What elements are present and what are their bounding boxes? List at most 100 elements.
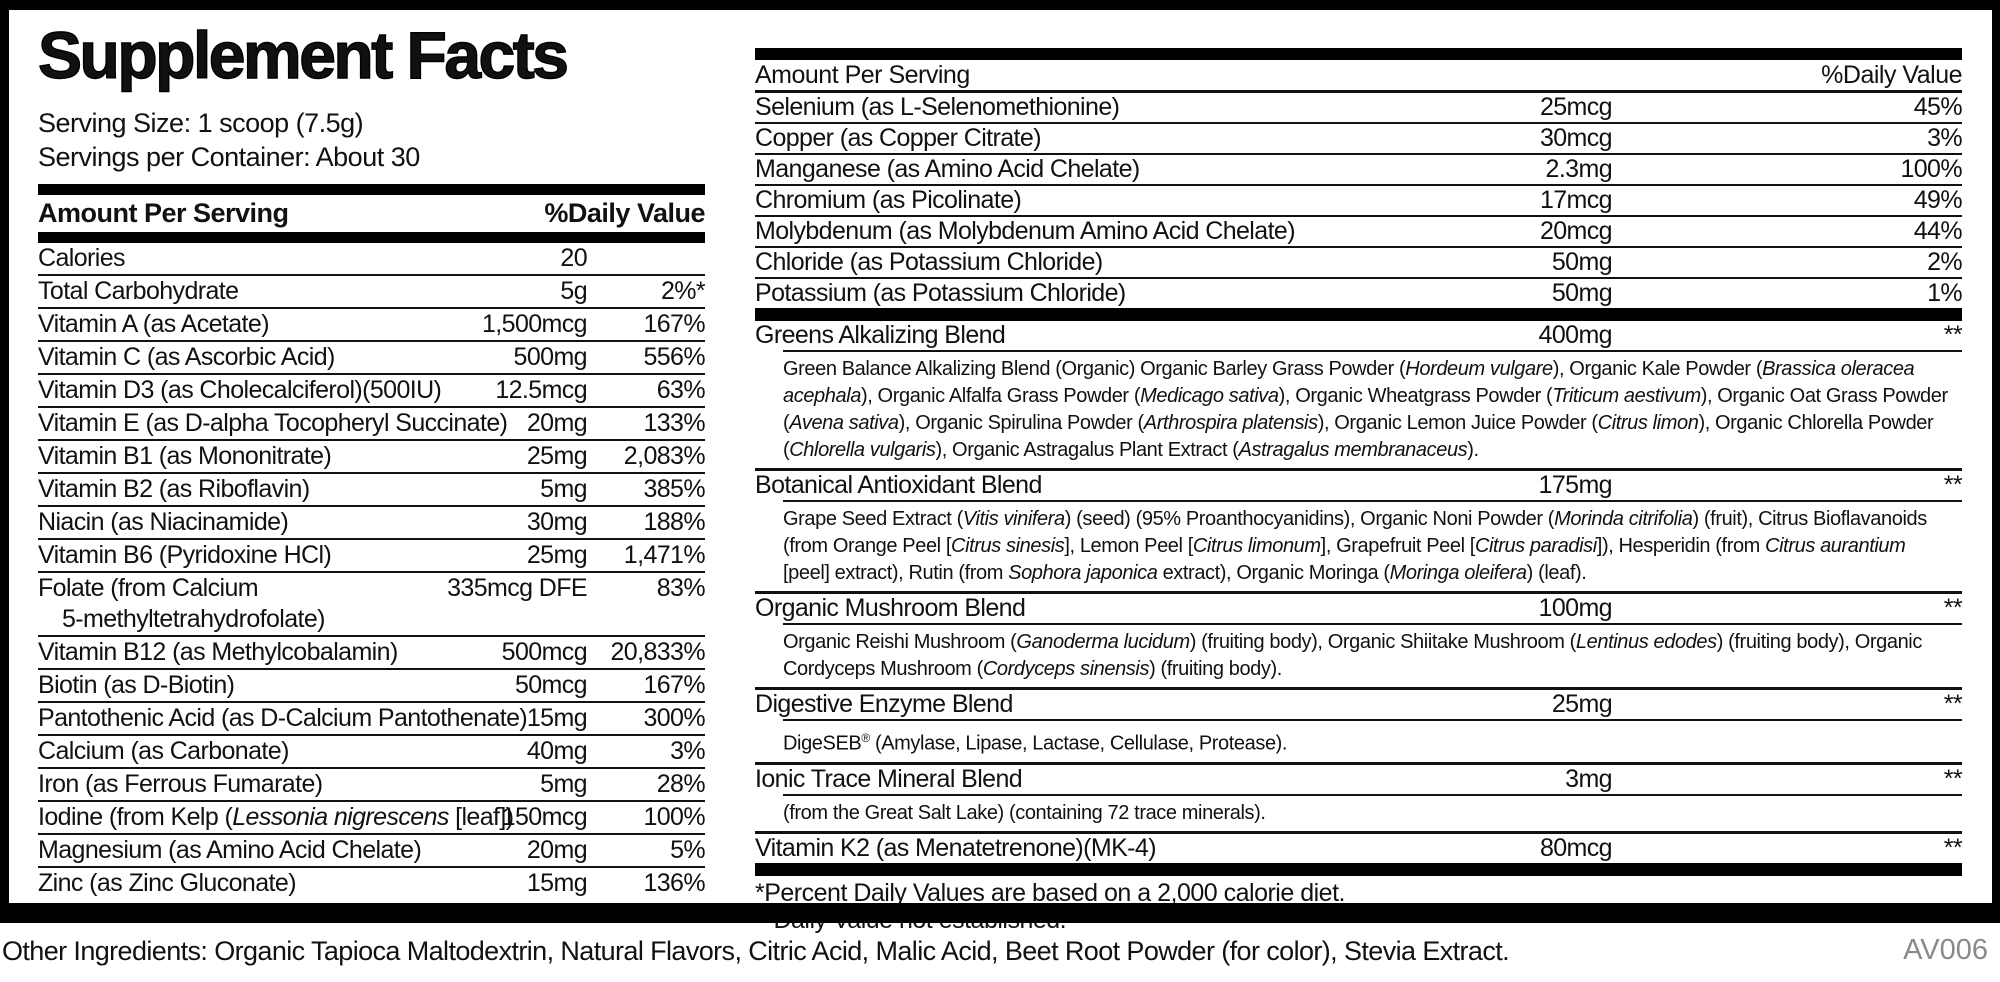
text-segment: Vitamin B6 (Pyridoxine HCl) xyxy=(38,541,332,569)
species-name: Hordeum vulgare xyxy=(1405,358,1553,380)
table-row: Vitamin K2 (as Menatetrenone)(MK-4) 80mcg… xyxy=(755,833,1963,863)
blend-section: Ionic Trace Mineral Blend 3mg ** (from the … xyxy=(755,764,1963,834)
divider xyxy=(783,623,1962,625)
ingredient-name: Selenium (as L-Selenomethionine) xyxy=(755,93,1962,122)
ingredient-amount: 20 xyxy=(560,244,587,272)
ingredient-daily-value: 100% xyxy=(643,803,705,831)
ingredient-daily-value: 133% xyxy=(643,409,705,437)
ingredient-name: Vitamin B12 (as Methylcobalamin) xyxy=(38,637,705,668)
species-name: Astragalus membranaceus xyxy=(1238,439,1468,461)
table-row: Ionic Trace Mineral Blend 3mg ** xyxy=(755,764,1963,794)
ingredient-daily-value: 20,833% xyxy=(610,638,706,666)
text-segment: ) (fruiting body), Organic Shiitake Mush… xyxy=(1189,631,1577,653)
ingredient-amount: 5g xyxy=(560,277,587,305)
text-segment: Niacin (as Niacinamide) xyxy=(38,508,289,536)
divider xyxy=(783,350,1962,352)
ingredient-amount: 1,500mcg xyxy=(482,310,588,338)
ingredient-amount: 335mcg DFE xyxy=(447,574,587,602)
ingredient-daily-value: ** xyxy=(1943,690,1963,718)
ingredient-amount: 3mg xyxy=(1565,764,1612,793)
text-segment: Potassium (as Potassium Chloride) xyxy=(755,279,1126,307)
table-row: Copper (as Copper Citrate) 30mcg 3% xyxy=(755,124,1963,155)
ingredient-amount: 50mg xyxy=(1551,248,1613,276)
species-name: Citrus aurantium xyxy=(1765,535,1906,557)
divider xyxy=(783,719,1962,721)
text-segment: ), Organic Spirulina Powder ( xyxy=(898,412,1145,434)
ingredient-amount: 17mcg xyxy=(1539,186,1613,214)
ingredient-amount: 25mg xyxy=(526,541,588,569)
right-column: Amount Per Serving %Daily Value Selenium… xyxy=(755,48,1963,934)
text-segment: ). xyxy=(1467,439,1479,461)
divider xyxy=(755,468,1962,471)
text-segment: Botanical Antioxidant Blend xyxy=(755,471,1042,499)
text-segment: Selenium (as L-Selenomethionine) xyxy=(755,93,1120,121)
ingredient-name: Copper (as Copper Citrate) xyxy=(755,124,1962,153)
blend-description: Green Balance Alkalizing Blend (Organic)… xyxy=(755,352,1962,468)
ingredient-amount: 150mcg xyxy=(501,803,588,831)
ingredient-daily-value: 1,471% xyxy=(623,541,706,569)
ingredient-name: Chromium (as Picolinate) xyxy=(755,186,1962,215)
ingredient-daily-value: 188% xyxy=(643,508,705,536)
ingredient-amount: 30mg xyxy=(526,508,588,536)
text-segment: Total Carbohydrate xyxy=(38,277,239,305)
table-row: Manganese (as Amino Acid Chelate) 2.3mg 10… xyxy=(755,155,1963,186)
divider xyxy=(755,761,1962,765)
ingredient-daily-value: 3% xyxy=(670,737,706,765)
divider xyxy=(38,184,705,195)
ingredient-name: Vitamin B1 (as Mononitrate) xyxy=(38,441,705,472)
footnote-daily-values: *Percent Daily Values are based on a 2,0… xyxy=(755,878,1345,907)
panel-border-bottom xyxy=(0,903,2000,923)
text-segment: Organic Reishi Mushroom ( xyxy=(783,631,1017,653)
table-row: Selenium (as L-Selenomethionine) 25mcg 45% xyxy=(755,93,1963,124)
table-row: Molybdenum (as Molybdenum Amino Acid Che… xyxy=(755,217,1963,248)
divider xyxy=(755,90,1962,93)
left-table-header: Amount Per Serving %Daily Value xyxy=(38,195,705,232)
ingredient-name: Niacin (as Niacinamide) xyxy=(38,507,705,538)
ingredient-name: Organic Mushroom Blend xyxy=(755,594,1962,623)
table-row: Vitamin B1 (as Mononitrate) 25mg 2,083% xyxy=(38,441,706,474)
ingredient-daily-value: ** xyxy=(1943,764,1963,793)
divider xyxy=(783,793,1962,796)
table-row: Vitamin B6 (Pyridoxine HCl) 25mg 1,471% xyxy=(38,540,706,573)
text-segment: (Amylase, Lipase, Lactase, Cellulase, Pr… xyxy=(869,732,1288,755)
species-name: Lessonia nigrescens xyxy=(232,803,449,831)
text-segment: Calcium (as Carbonate) xyxy=(38,737,289,765)
ingredient-amount: 500mcg xyxy=(501,638,588,666)
table-row: Folate (from Calcium 5-methyltetrahydrofo… xyxy=(38,573,706,637)
panel-columns: Supplement Facts Serving Size: 1 scoop (… xyxy=(37,10,1963,934)
left-column: Supplement Facts Serving Size: 1 scoop (… xyxy=(37,10,706,934)
ingredient-amount: 100mg xyxy=(1538,594,1613,622)
table-row: Calcium (as Carbonate) 40mg 3% xyxy=(38,736,706,769)
text-segment: ), Organic Oat Grass Powder ( xyxy=(783,385,1948,434)
ingredient-name: Greens Alkalizing Blend xyxy=(755,321,1962,350)
text-segment: Copper (as Copper Citrate) xyxy=(755,124,1042,152)
ingredient-name: Biotin (as D-Biotin) xyxy=(38,670,705,701)
ingredient-amount: 25mg xyxy=(1551,690,1613,718)
table-row: Vitamin B2 (as Riboflavin) 5mg 385% xyxy=(38,474,706,507)
table-row: Vitamin B12 (as Methylcobalamin) 500mcg 20… xyxy=(38,637,706,670)
species-name: Citrus limonum xyxy=(1192,535,1321,557)
table-row: Chloride (as Potassium Chloride) 50mg 2% xyxy=(755,248,1963,279)
text-segment: Vitamin B1 (as Mononitrate) xyxy=(38,442,332,470)
ingredient-daily-value: 44% xyxy=(1913,217,1963,245)
right-table-header: Amount Per Serving %Daily Value xyxy=(755,60,1962,90)
ingredient-name: Manganese (as Amino Acid Chelate) xyxy=(755,155,1962,184)
ingredient-amount: 25mcg xyxy=(1539,93,1613,121)
text-segment: Vitamin K2 (as Menatetrenone)(MK-4) xyxy=(755,833,1157,862)
daily-value-heading: %Daily Value xyxy=(1821,60,1962,89)
text-segment: [peel] extract), Rutin (from xyxy=(783,562,1009,584)
ingredient-daily-value: ** xyxy=(1943,321,1963,349)
ingredient-daily-value: 385% xyxy=(643,475,705,503)
text-segment: Vitamin B12 (as Methylcobalamin) xyxy=(38,638,398,666)
text-segment: Vitamin E (as D-alpha Tocopheryl Succina… xyxy=(38,409,508,437)
species-name: Lentinus edodes xyxy=(1575,631,1717,653)
table-row: Pantothenic Acid (as D-Calcium Pantothen… xyxy=(38,703,706,736)
ingredient-name: Botanical Antioxidant Blend xyxy=(755,471,1962,500)
text-segment: Vitamin D3 (as Cholecalciferol)(500IU) xyxy=(38,376,442,404)
ingredient-daily-value: 83% xyxy=(656,574,706,602)
species-name: Citrus limon xyxy=(1597,412,1699,434)
ingredient-name: Vitamin A (as Acetate) xyxy=(38,309,705,340)
text-segment: ), Organic Lemon Juice Powder ( xyxy=(1317,412,1598,434)
text-segment: (from the Great Salt Lake) (containing 7… xyxy=(783,801,1266,824)
species-name: Citrus sinesis xyxy=(951,535,1065,557)
